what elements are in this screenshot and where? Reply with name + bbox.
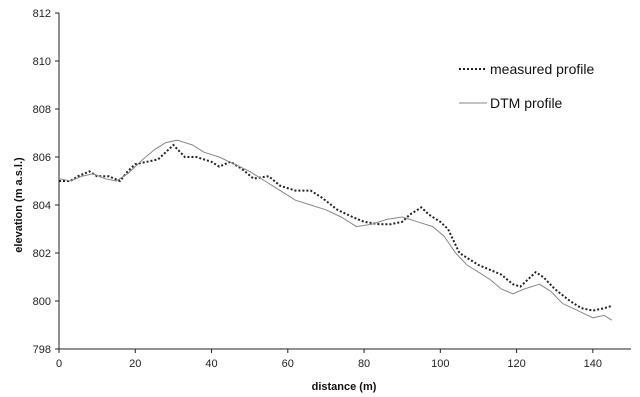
series-line-measured-profile <box>59 143 613 312</box>
x-tick-label: 140 <box>584 358 602 370</box>
legend: measured profile DTM profile <box>459 61 594 111</box>
series-layer <box>58 139 613 321</box>
y-tick-label: 800 <box>33 296 51 308</box>
x-tick-label: 20 <box>129 358 141 370</box>
x-tick-label: 40 <box>205 358 217 370</box>
y-tick-label: 810 <box>33 56 51 68</box>
y-tick-label: 808 <box>33 104 51 116</box>
legend-label-measured-profile: measured profile <box>490 61 594 77</box>
x-tick-label: 60 <box>282 358 294 370</box>
series-line-dtm-profile <box>58 139 613 321</box>
y-axis-title: elevation (m a.s.l.) <box>13 157 25 253</box>
x-tick-label: 100 <box>431 358 449 370</box>
y-tick-label: 798 <box>33 344 51 356</box>
y-tick-label: 812 <box>33 8 51 20</box>
x-tick-label: 80 <box>358 358 370 370</box>
y-tick-label: 804 <box>33 200 51 212</box>
x-tick-label: 0 <box>56 358 62 370</box>
x-axis-ticks: 0 20 40 60 80 100 120 140 <box>56 349 602 370</box>
legend-label-dtm-profile: DTM profile <box>490 95 563 111</box>
x-axis-title: distance (m) <box>312 381 377 393</box>
y-tick-label: 806 <box>33 152 51 164</box>
y-axis-ticks: 798 800 802 804 806 808 810 812 <box>33 8 59 356</box>
x-tick-label: 120 <box>507 358 525 370</box>
y-tick-label: 802 <box>33 248 51 260</box>
